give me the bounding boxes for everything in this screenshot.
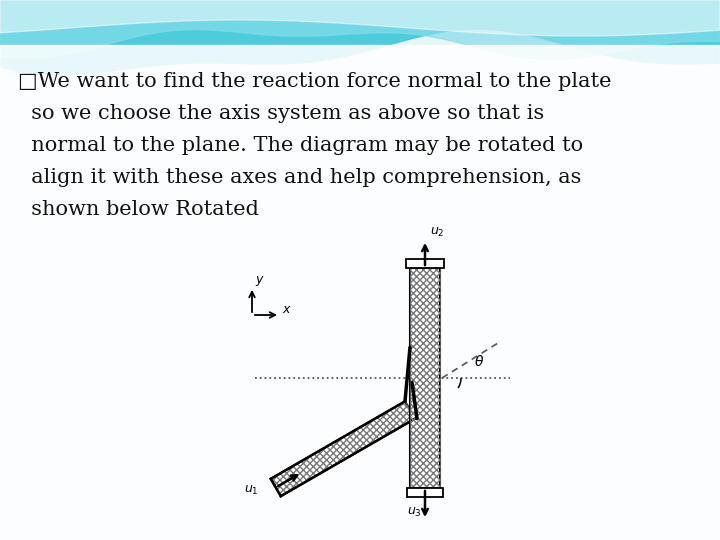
Polygon shape bbox=[0, 0, 720, 36]
Bar bbox=[410, 268, 440, 488]
Bar bbox=[406, 259, 444, 268]
Polygon shape bbox=[0, 0, 720, 75]
Polygon shape bbox=[271, 401, 415, 496]
Bar bbox=[407, 488, 443, 497]
Text: y: y bbox=[255, 273, 262, 286]
Text: □We want to find the reaction force normal to the plate: □We want to find the reaction force norm… bbox=[18, 72, 611, 91]
Text: x: x bbox=[282, 303, 289, 316]
Text: so we choose the axis system as above so that is: so we choose the axis system as above so… bbox=[18, 104, 544, 123]
Text: align it with these axes and help comprehension, as: align it with these axes and help compre… bbox=[18, 168, 581, 187]
Text: shown below Rotated: shown below Rotated bbox=[18, 200, 259, 219]
Text: $u_2$: $u_2$ bbox=[430, 226, 444, 239]
Text: $u_3$: $u_3$ bbox=[407, 506, 422, 519]
Text: normal to the plane. The diagram may be rotated to: normal to the plane. The diagram may be … bbox=[18, 136, 583, 155]
Bar bbox=[410, 268, 440, 488]
Text: $u_1$: $u_1$ bbox=[244, 483, 258, 497]
Text: $\theta$: $\theta$ bbox=[474, 354, 485, 369]
Polygon shape bbox=[0, 0, 720, 59]
